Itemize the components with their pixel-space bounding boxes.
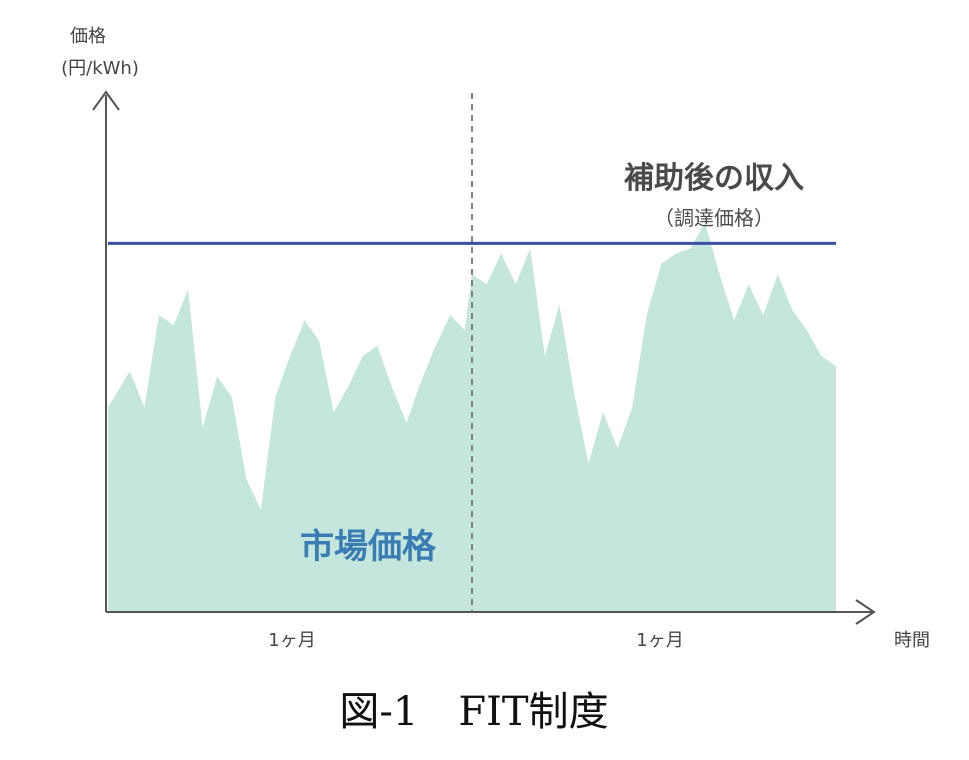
y-axis-arrow [92, 90, 120, 111]
income-after-subsidy-label: 補助後の収入 [623, 161, 804, 196]
procurement-price-label: （調達価格） [654, 206, 774, 230]
figure-caption: 図‐1 FIT制度 [339, 689, 608, 735]
period-label-2: 1ヶ月 [636, 630, 683, 651]
x-axis-label: 時間 [894, 630, 930, 651]
x-axis-arrow [855, 599, 876, 625]
period-label-1: 1ヶ月 [268, 630, 315, 651]
y-axis-label-line2: (円/kWh) [61, 58, 139, 79]
market-price-label: 市場価格 [300, 527, 437, 567]
y-axis-label-line1: 価格 [70, 26, 106, 47]
